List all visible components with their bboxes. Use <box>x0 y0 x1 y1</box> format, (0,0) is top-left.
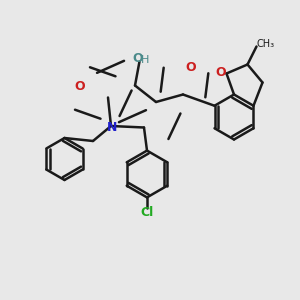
Text: O: O <box>133 52 143 65</box>
Text: O: O <box>216 65 226 79</box>
Text: O: O <box>185 61 196 74</box>
Text: O: O <box>74 80 85 94</box>
Text: N: N <box>107 121 118 134</box>
Text: H: H <box>141 55 150 65</box>
Text: Cl: Cl <box>140 206 154 219</box>
Text: CH₃: CH₃ <box>256 38 274 49</box>
